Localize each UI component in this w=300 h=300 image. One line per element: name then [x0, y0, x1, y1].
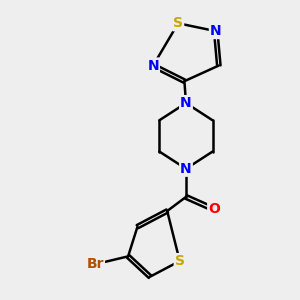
Text: N: N: [180, 96, 192, 110]
Text: N: N: [180, 162, 192, 176]
Text: N: N: [147, 58, 159, 73]
Text: Br: Br: [86, 257, 104, 271]
Text: O: O: [208, 202, 220, 216]
Text: S: S: [173, 16, 183, 30]
Text: S: S: [175, 254, 185, 268]
Text: N: N: [210, 24, 221, 38]
